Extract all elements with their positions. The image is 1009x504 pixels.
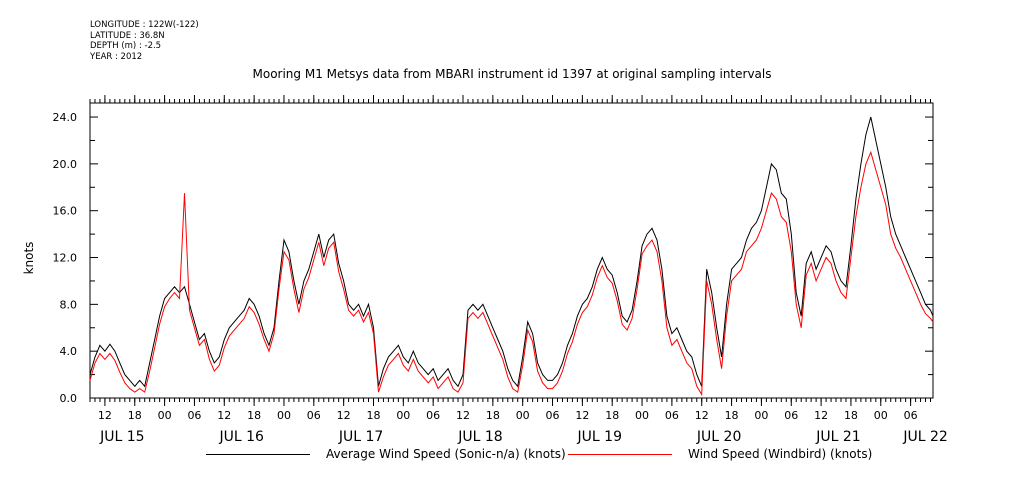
- legend-line-average-wind: [206, 454, 310, 455]
- x-tick-label: 12: [575, 409, 589, 422]
- x-tick-label: 00: [516, 409, 530, 422]
- x-tick-label: 00: [277, 409, 291, 422]
- x-tick-label: 18: [725, 409, 739, 422]
- y-tick-label: 24.0: [53, 111, 78, 124]
- y-tick-label: 16.0: [53, 205, 78, 218]
- x-tick-label: 12: [695, 409, 709, 422]
- x-tick-label: 18: [486, 409, 500, 422]
- x-tick-label: 00: [874, 409, 888, 422]
- legend-label-average-wind: Average Wind Speed (Sonic-n/a) (knots): [326, 447, 566, 461]
- legend-entry-windbird: Wind Speed (Windbird) (knots): [568, 447, 872, 461]
- series-line-windbird: [89, 150, 934, 397]
- series-layer: [89, 116, 934, 397]
- x-day-label: JUL 22: [902, 429, 947, 445]
- x-day-label: JUL 21: [815, 429, 860, 445]
- x-tick-label: 06: [546, 409, 560, 422]
- x-tick-label: 06: [426, 409, 440, 422]
- legend-entry-average-wind: Average Wind Speed (Sonic-n/a) (knots): [206, 447, 566, 461]
- x-tick-label: 06: [187, 409, 201, 422]
- series-line-average-wind: [89, 116, 934, 388]
- x-tick-label: 06: [307, 409, 321, 422]
- x-day-label: JUL 18: [457, 429, 502, 445]
- header-year: YEAR : 2012: [90, 51, 143, 62]
- x-day-label: JUL 15: [99, 429, 144, 445]
- x-tick-label: 18: [366, 409, 380, 422]
- x-day-label: JUL 16: [218, 429, 264, 445]
- x-tick-label: 00: [396, 409, 410, 422]
- x-tick-label: 12: [814, 409, 828, 422]
- x-tick-label: 00: [635, 409, 649, 422]
- x-tick-label: 18: [605, 409, 619, 422]
- x-day-label: JUL 17: [338, 429, 383, 445]
- x-tick-label: 00: [754, 409, 768, 422]
- x-tick-label: 12: [217, 409, 231, 422]
- x-day-label: JUL 19: [577, 429, 622, 445]
- x-tick-label: 12: [456, 409, 470, 422]
- plot-axes: 12 18 00 06 12 18 00 06 12 18 00 06 12 18 00 06 12 18 00 06…: [53, 95, 948, 445]
- x-tick-label: 06: [665, 409, 679, 422]
- x-tick-label: 12: [98, 409, 112, 422]
- x-tick-label: 18: [247, 409, 261, 422]
- x-tick-label: 06: [904, 409, 918, 422]
- x-tick-label: 06: [784, 409, 798, 422]
- x-tick-label: 18: [128, 409, 142, 422]
- x-tick-label: 18: [844, 409, 858, 422]
- x-tick-label: 00: [158, 409, 172, 422]
- plot-frame: [89, 102, 934, 399]
- x-day-label: JUL 20: [696, 429, 741, 445]
- y-tick-label: 0.0: [60, 392, 78, 405]
- y-tick-label: 4.0: [60, 345, 78, 358]
- header-latitude: LATITUDE : 36.8N: [90, 30, 165, 41]
- x-tick-label: 12: [337, 409, 351, 422]
- header-depth: DEPTH (m) : -2.5: [90, 41, 162, 51]
- chart-title: Mooring M1 Metsys data from MBARI instru…: [252, 67, 772, 81]
- y-tick-label: 20.0: [53, 158, 78, 171]
- metadata-header: LONGITUDE : 122W(-122) LATITUDE : 36.8N …: [90, 20, 199, 62]
- header-longitude: LONGITUDE : 122W(-122): [90, 20, 199, 30]
- legend-label-windbird: Wind Speed (Windbird) (knots): [688, 447, 873, 461]
- y-tick-label: 8.0: [60, 298, 78, 311]
- y-tick-label: 12.0: [53, 252, 78, 265]
- legend-line-windbird: [568, 454, 672, 455]
